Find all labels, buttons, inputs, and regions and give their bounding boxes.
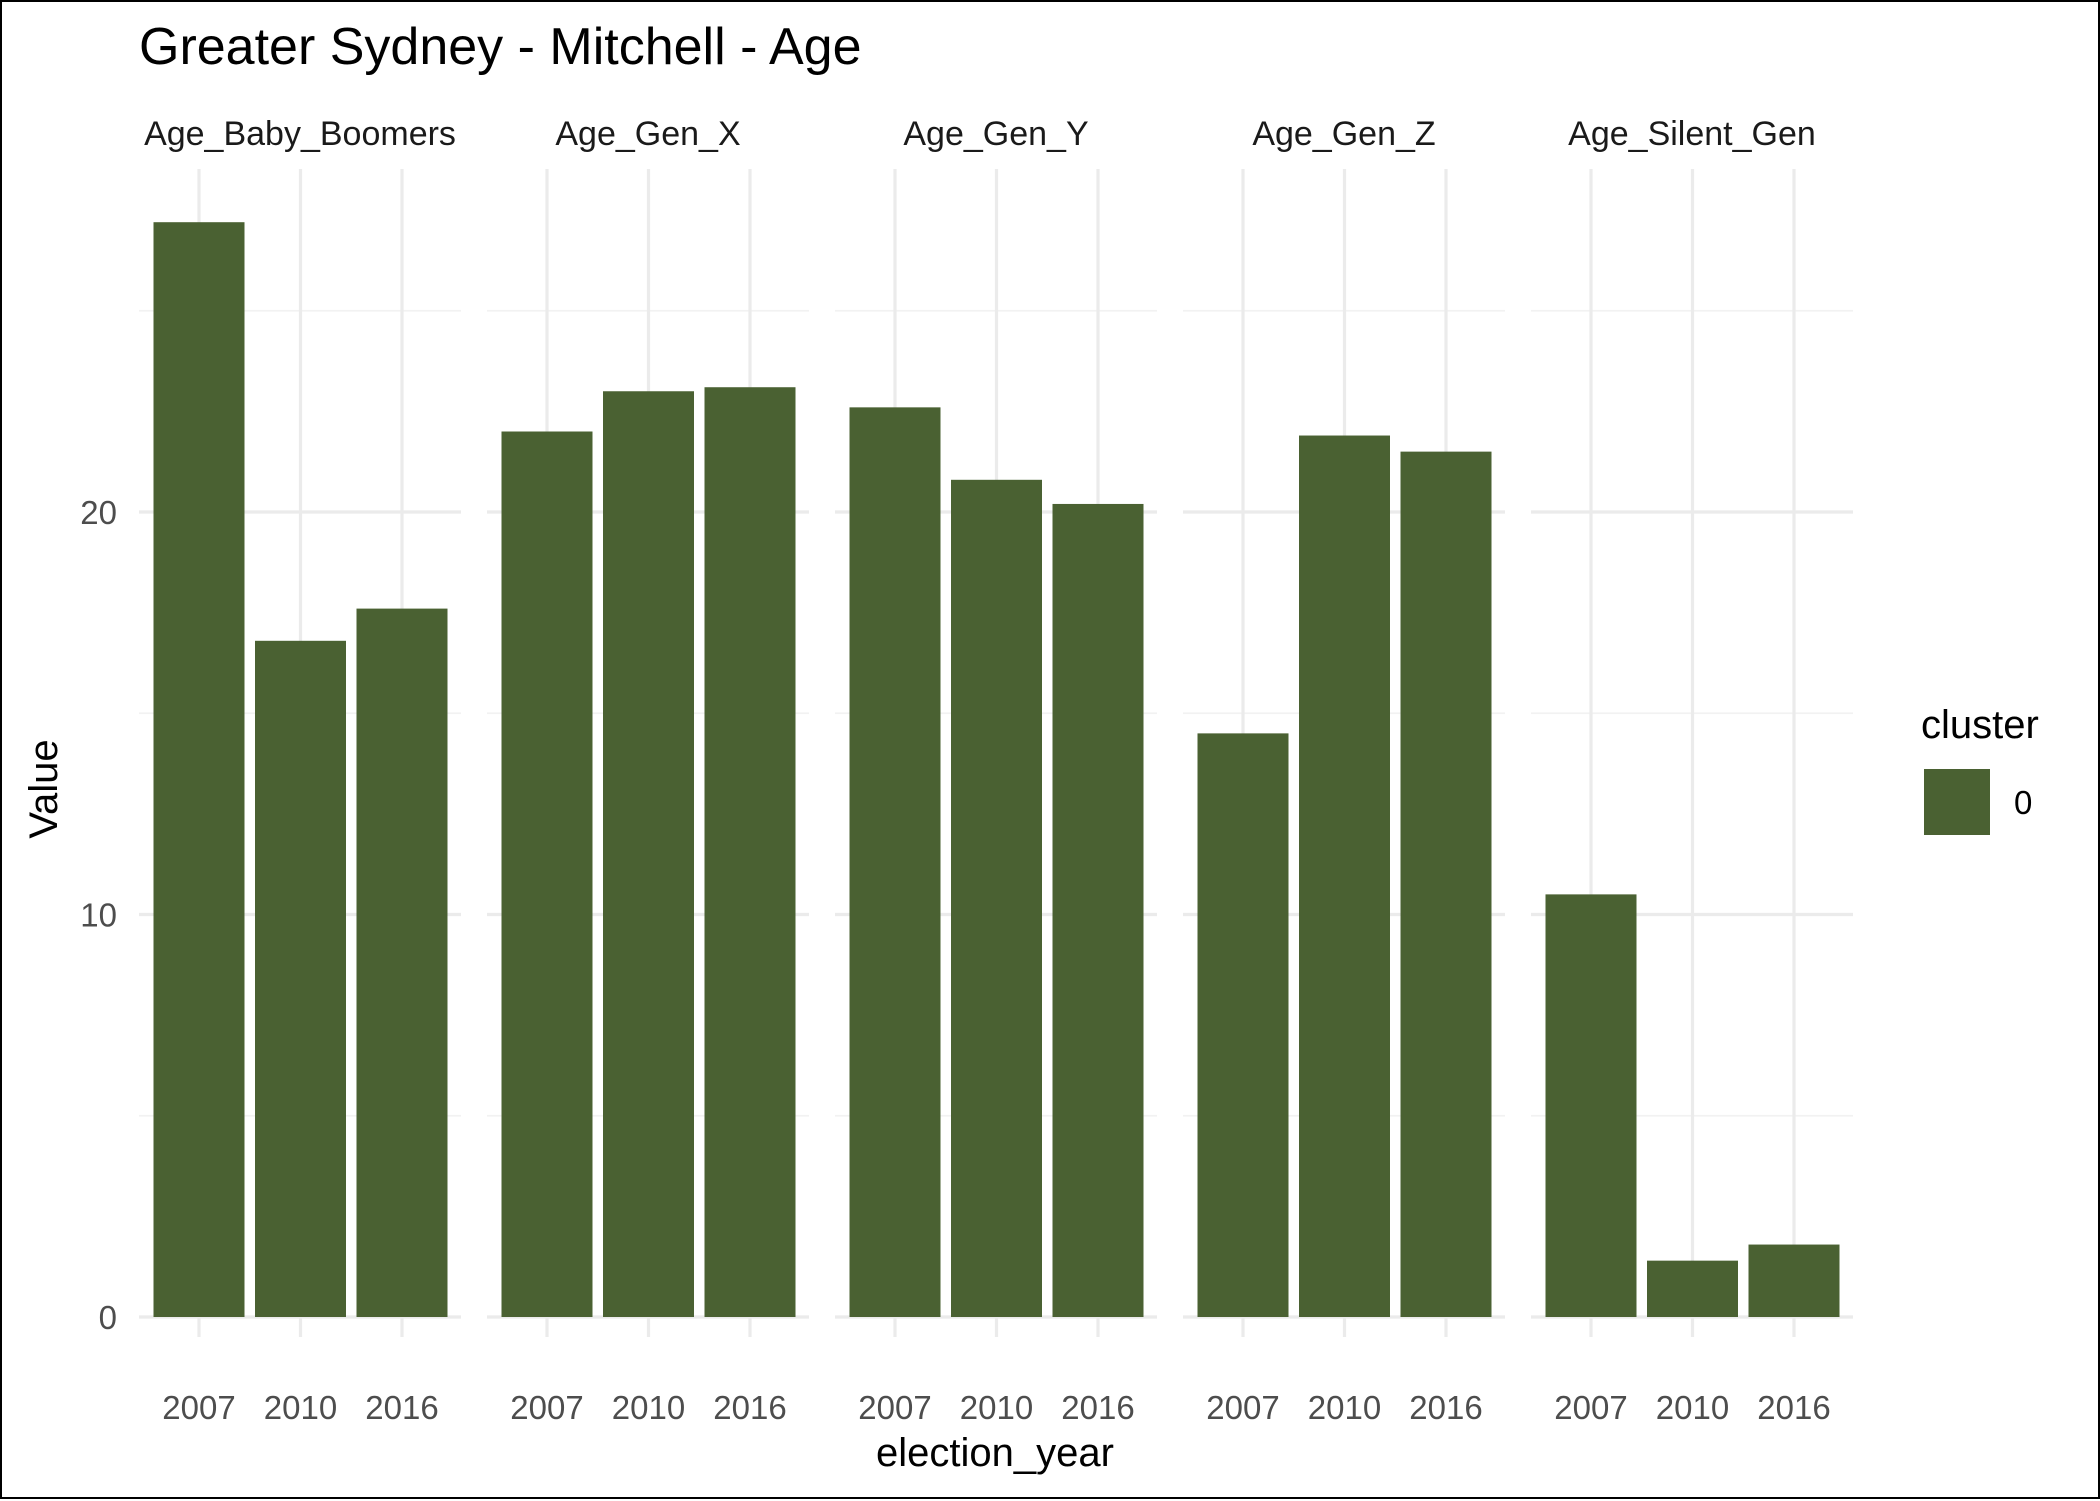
y-tick-label: 0 — [99, 1299, 117, 1336]
bar-Age_Gen_Z-2010 — [1299, 435, 1390, 1317]
facet-strip-label: Age_Silent_Gen — [1568, 115, 1816, 153]
bar-Age_Gen_Z-2016 — [1400, 451, 1492, 1317]
facet-panels: 2007 2010 2016 Age_Baby_Boomers 2007 2010 2016… — [139, 115, 1853, 1426]
x-tick-label: 2016 — [1409, 1389, 1482, 1426]
x-tick-label: 2010 — [1656, 1389, 1729, 1426]
legend-title: cluster — [1921, 703, 2039, 747]
legend: cluster 0 — [1921, 703, 2039, 835]
x-tick-label: 2007 — [858, 1389, 931, 1426]
facet-panel-Age_Baby_Boomers: 2007 2010 2016 Age_Baby_Boomers — [139, 115, 461, 1426]
x-tick-label: 2007 — [1206, 1389, 1279, 1426]
facet-strip-label: Age_Gen_Z — [1252, 115, 1435, 153]
legend-label-cluster-0: 0 — [2014, 784, 2032, 821]
x-tick-label: 2007 — [1554, 1389, 1627, 1426]
x-axis-title: election_year — [876, 1431, 1114, 1475]
facet-strip-label: Age_Gen_X — [555, 115, 740, 153]
x-tick-label: 2016 — [713, 1389, 786, 1426]
bar-Age_Baby_Boomers-2016 — [356, 608, 448, 1317]
y-axis: 0 10 20 — [80, 494, 117, 1336]
bar-Age_Gen_X-2010 — [603, 391, 694, 1317]
facet-panel-Age_Gen_X: 2007 2010 2016 Age_Gen_X — [487, 115, 809, 1426]
x-tick-label: 2016 — [1757, 1389, 1830, 1426]
facet-panel-Age_Gen_Z: 2007 2010 2016 Age_Gen_Z — [1183, 115, 1505, 1426]
x-tick-label: 2007 — [510, 1389, 583, 1426]
x-tick-label: 2010 — [264, 1389, 337, 1426]
bar-Age_Baby_Boomers-2010 — [255, 640, 346, 1317]
bar-Age_Gen_X-2016 — [704, 387, 796, 1318]
x-tick-label: 2010 — [612, 1389, 685, 1426]
x-tick-label: 2016 — [365, 1389, 438, 1426]
bar-Age_Gen_Z-2007 — [1197, 733, 1289, 1317]
bar-Age_Baby_Boomers-2007 — [153, 222, 245, 1318]
facet-strip-label: Age_Baby_Boomers — [144, 115, 456, 153]
y-axis-title: Value — [22, 739, 66, 838]
bar-Age_Gen_Y-2007 — [849, 407, 941, 1318]
x-tick-label: 2010 — [960, 1389, 1033, 1426]
chart-title: Greater Sydney - Mitchell - Age — [139, 18, 862, 76]
facet-strip-label: Age_Gen_Y — [903, 115, 1088, 153]
bar-Age_Gen_Y-2010 — [951, 479, 1042, 1317]
bar-Age_Silent_Gen-2016 — [1748, 1244, 1840, 1317]
bar-Age_Silent_Gen-2007 — [1545, 894, 1637, 1317]
bar-Age_Silent_Gen-2010 — [1647, 1260, 1738, 1317]
facet-panel-Age_Silent_Gen: 2007 2010 2016 Age_Silent_Gen — [1531, 115, 1853, 1426]
bar-Age_Gen_X-2007 — [501, 431, 593, 1317]
y-tick-label: 10 — [80, 897, 117, 934]
y-tick-label: 20 — [80, 494, 117, 531]
x-tick-label: 2016 — [1061, 1389, 1134, 1426]
facet-panel-Age_Gen_Y: 2007 2010 2016 Age_Gen_Y — [835, 115, 1157, 1426]
bar-Age_Gen_Y-2016 — [1052, 503, 1144, 1317]
x-tick-label: 2007 — [162, 1389, 235, 1426]
x-tick-label: 2010 — [1308, 1389, 1381, 1426]
legend-key-cluster-0 — [1924, 769, 1990, 835]
